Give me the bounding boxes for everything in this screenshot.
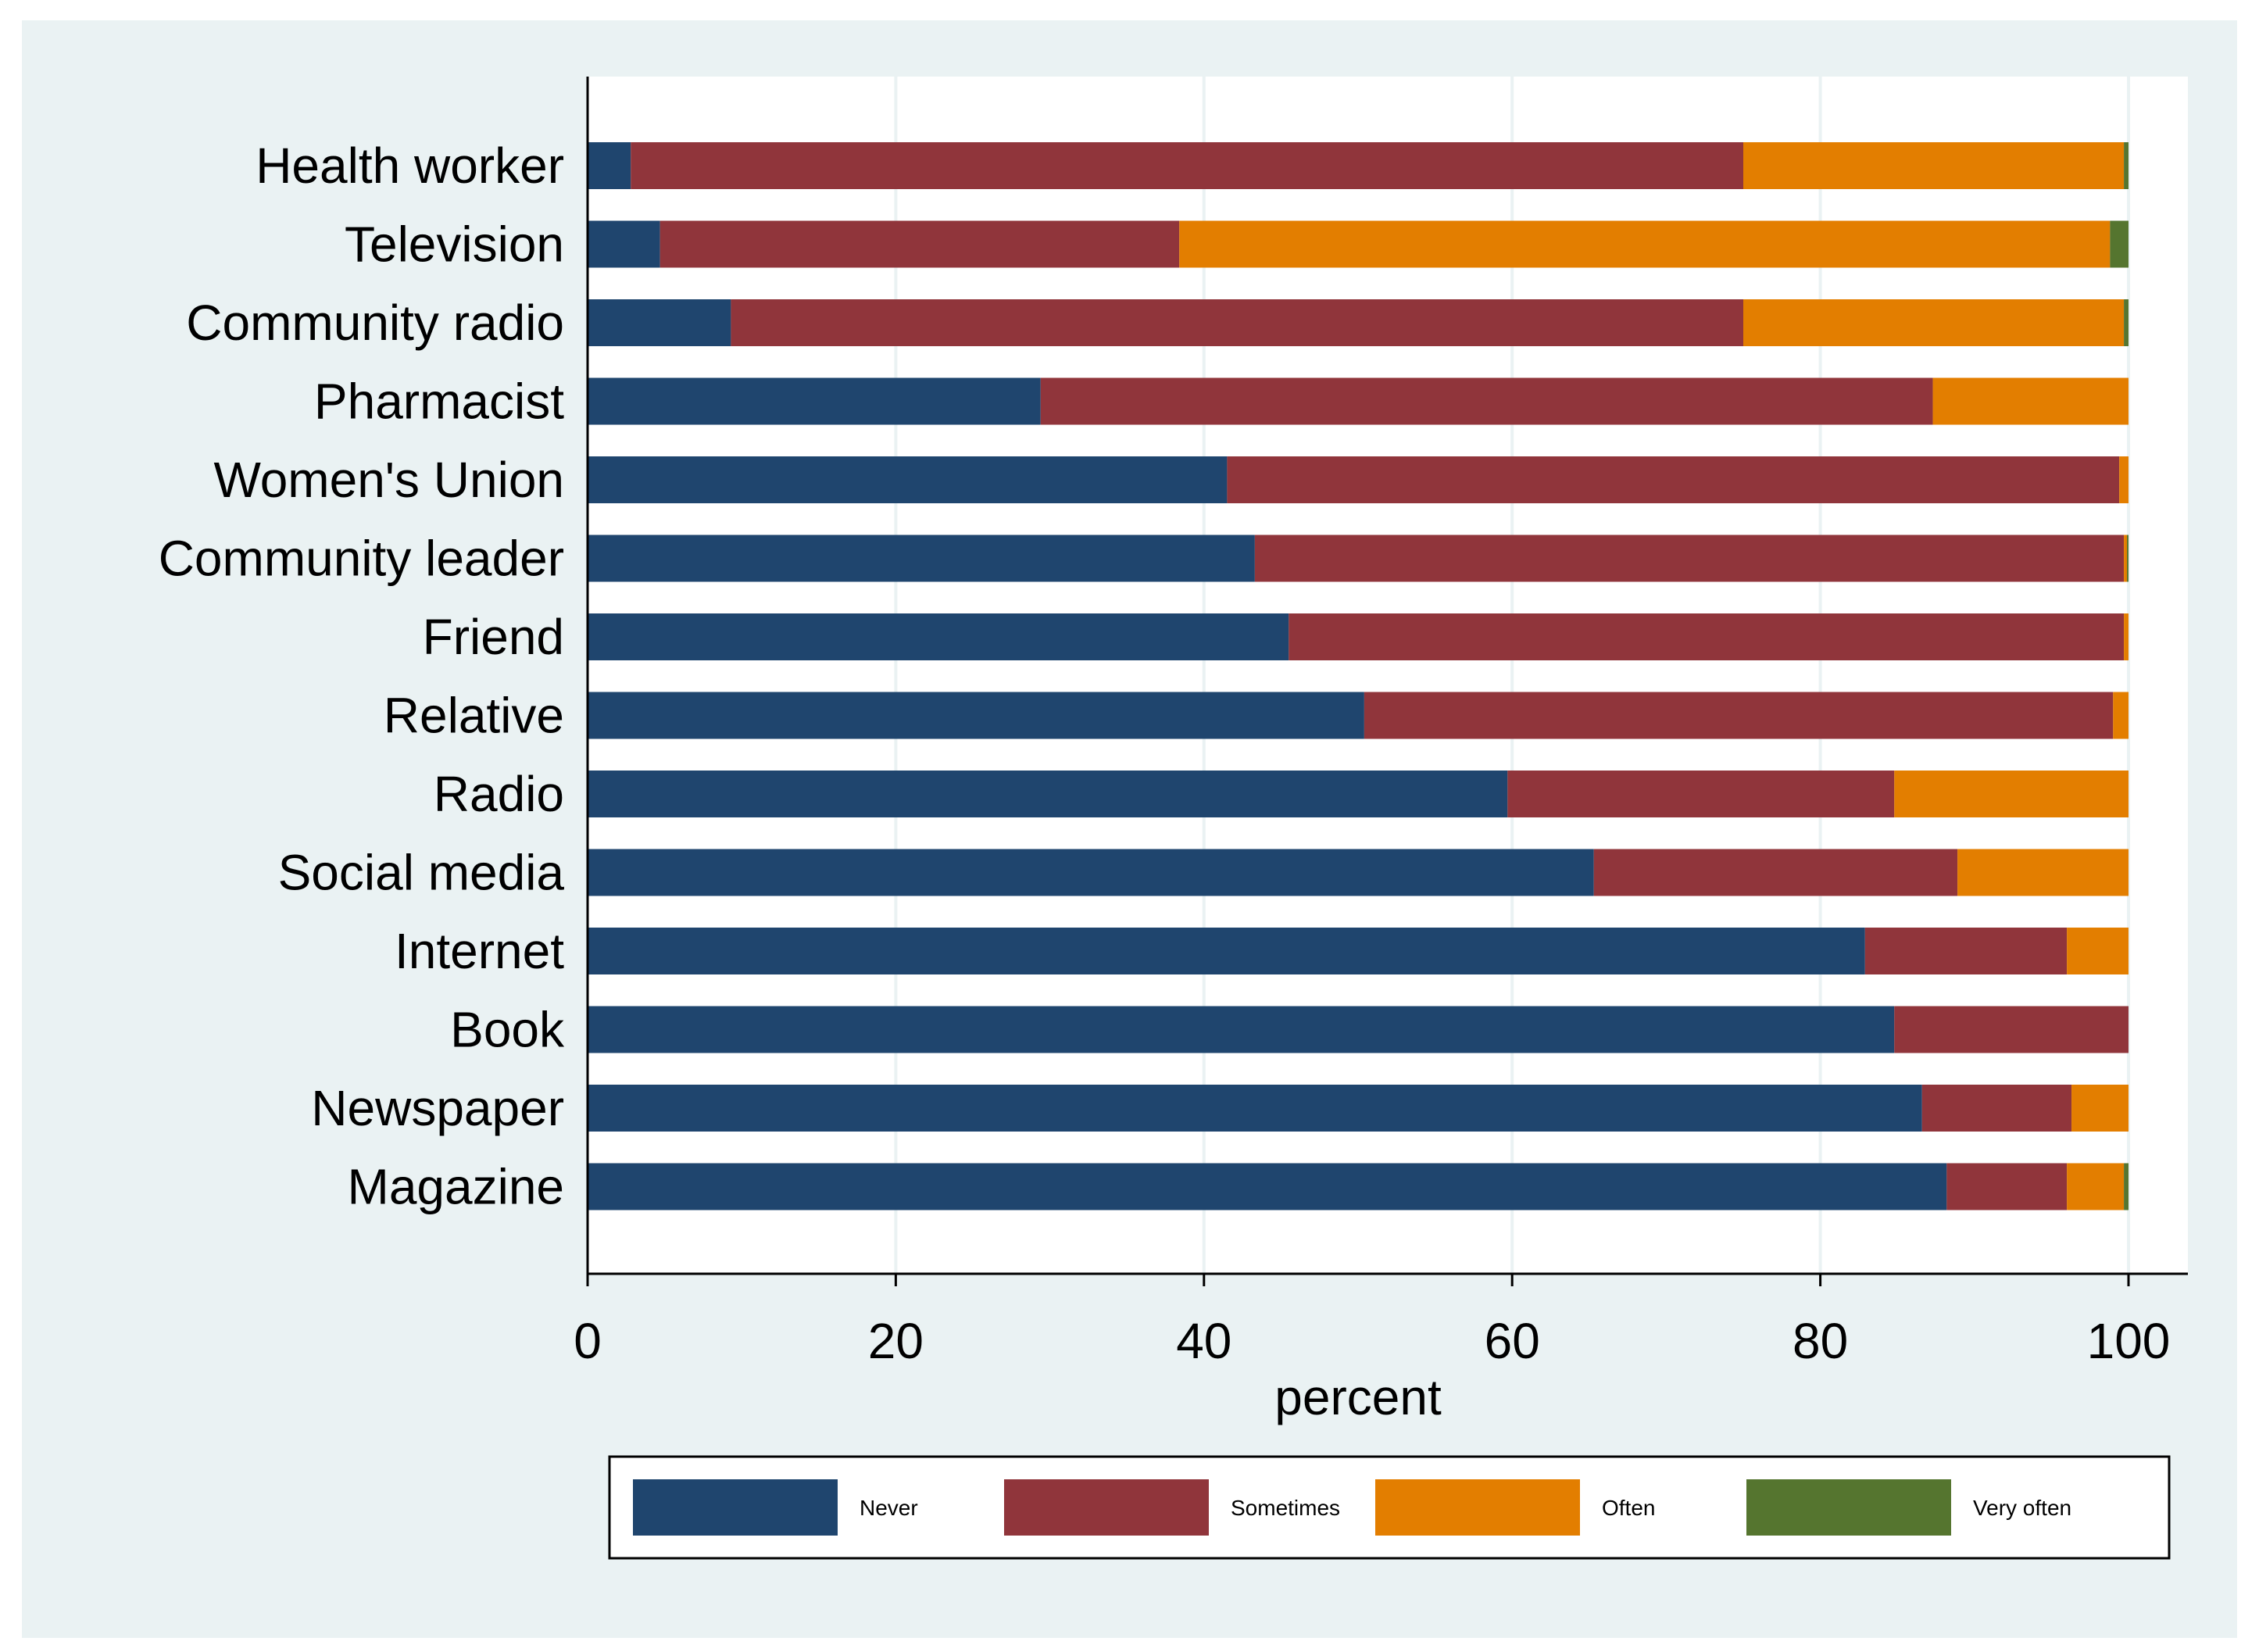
x-tick-label: 60 [1485,1313,1540,1369]
gridlines [894,77,2130,1274]
bar-segment [1254,535,2125,582]
bar-segment [2110,220,2129,268]
bar-segment [1894,1006,2129,1053]
bar-segment [588,535,1255,582]
legend-label: Sometimes [1231,1496,1340,1520]
legend-label: Never [860,1496,918,1520]
bar-segment [1179,220,2111,268]
legend-swatch [1375,1479,1580,1536]
bar-segment [1040,377,1933,425]
bar-segment [2124,142,2129,189]
bar-segment [2067,928,2129,974]
bar-segment [588,220,660,268]
category-labels: Health worker Television Community radio Ph… [159,138,565,1215]
category-label: Newspaper [311,1080,564,1136]
category-label: Women's Union [213,452,564,508]
legend: Never Sometimes Often Very often [608,1455,2171,1560]
bar-segment [2067,1163,2125,1210]
bar-segment [2071,1085,2129,1132]
bar-segment [588,613,1289,660]
category-label: Community leader [159,531,564,587]
x-tick-label: 0 [574,1313,602,1369]
category-label: Health worker [256,138,564,194]
bar-segment [588,456,1228,503]
plot-area [588,77,2188,1274]
legend-swatch [1746,1479,1951,1536]
bar-segment [588,1006,1895,1053]
bar-segment [2127,535,2129,582]
bar-segment [588,692,1364,739]
bar-segment [1894,771,2129,817]
legend-label: Very often [1973,1496,2071,1520]
bar-segment [1227,456,2120,503]
bar-segment [1289,613,2125,660]
bar-segment [2124,613,2129,660]
category-label: Pharmacist [314,374,564,430]
category-label: Magazine [348,1159,565,1215]
bar-segment [588,849,1594,896]
bar-segment [2124,1163,2129,1210]
bar-segment [659,220,1180,268]
category-label: Friend [423,609,564,665]
legend-label: Often [1602,1496,1655,1520]
bar-segment [1593,849,1958,896]
bar-segment [1921,1085,2072,1132]
legend-swatch [1004,1479,1209,1536]
x-tick-label: 100 [2087,1313,2171,1369]
x-tick-label: 40 [1176,1313,1231,1369]
bar-segment [588,1085,1922,1132]
bar-segment [1507,771,1895,817]
bar-segment [588,928,1865,974]
x-tick-label: 80 [1793,1313,1848,1369]
bar-segment [1743,142,2125,189]
bar-segment [588,299,731,346]
bar-segment [1743,299,2125,346]
bar-segment [1957,849,2129,896]
bar-segment [2124,535,2128,582]
bar-segment [1946,1163,2068,1210]
bar-segment [2119,456,2129,503]
bar-segment [1364,692,2114,739]
bar-segment [588,1163,1947,1210]
legend-swatch [633,1479,838,1536]
category-label: Social media [278,845,565,901]
bar-segment [588,771,1508,817]
x-tick-labels: 0 20 40 60 80 100 [574,1313,2170,1369]
bars [588,142,2129,1210]
category-label: Television [345,216,564,273]
bar-segment [2113,692,2129,739]
bar-segment [631,142,1743,189]
bar-segment [588,142,631,189]
axes [586,77,2188,1286]
category-label: Community radio [186,295,564,351]
bar-segment [1932,377,2129,425]
category-label: Book [450,1002,565,1058]
category-label: Internet [395,923,564,979]
category-label: Radio [434,766,564,822]
bar-segment [1864,928,2068,974]
x-tick-label: 20 [868,1313,924,1369]
bar-segment [2124,299,2129,346]
category-label: Relative [384,688,564,744]
bar-segment [731,299,1743,346]
bar-segment [588,377,1041,425]
x-axis-title: percent [1274,1369,1442,1425]
